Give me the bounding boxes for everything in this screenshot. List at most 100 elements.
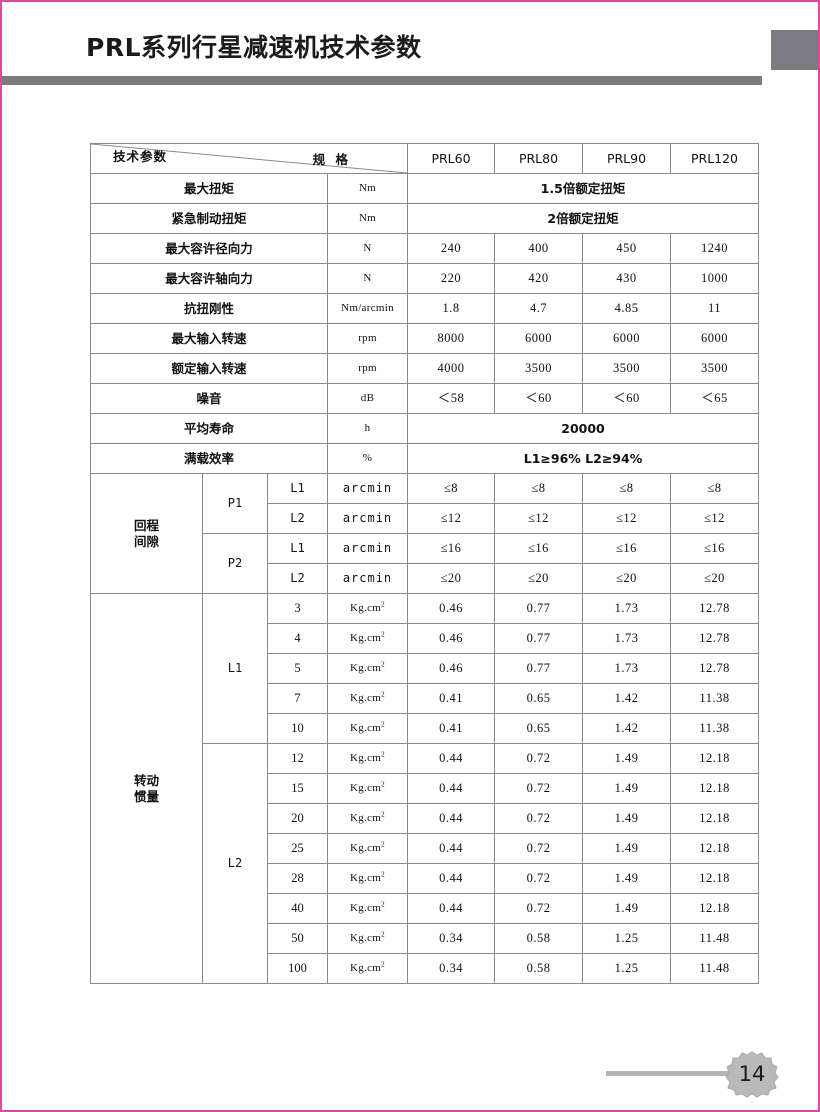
row-value-3: 4.85 bbox=[582, 293, 671, 324]
inertia-value-3: 1.49 bbox=[582, 863, 671, 894]
inertia-value-3: 1.73 bbox=[582, 623, 671, 654]
inertia-value-1: 0.44 bbox=[407, 833, 495, 864]
row-value-2: ＜60 bbox=[494, 383, 583, 414]
backlash-value-3: ≤16 bbox=[582, 533, 671, 564]
inertia-value-1: 0.34 bbox=[407, 923, 495, 954]
row-unit: Nm bbox=[327, 173, 408, 204]
table-row: L2 arcmin ≤20 ≤20 ≤20 ≤20 bbox=[91, 563, 759, 594]
page-header: PRL系列行星减速机技术参数 bbox=[2, 2, 818, 102]
inertia-value-2: 0.77 bbox=[494, 593, 583, 624]
table-row: 50 Kg.cm2 0.34 0.58 1.25 11.48 bbox=[91, 923, 759, 954]
row-value-3: 6000 bbox=[582, 323, 671, 354]
inertia-value-4: 12.18 bbox=[670, 893, 759, 924]
row-unit: N bbox=[327, 263, 408, 294]
inertia-unit: Kg.cm2 bbox=[327, 623, 408, 654]
model-header-4: PRL120 bbox=[670, 143, 759, 174]
inertia-value-2: 0.72 bbox=[494, 743, 583, 774]
inertia-section-label: 转动 惯量 bbox=[90, 593, 203, 984]
table-row: 40 Kg.cm2 0.44 0.72 1.49 12.18 bbox=[91, 893, 759, 924]
inertia-value-2: 0.77 bbox=[494, 623, 583, 654]
inertia-value-2: 0.65 bbox=[494, 713, 583, 744]
row-value-1: ＜58 bbox=[407, 383, 495, 414]
inertia-unit: Kg.cm2 bbox=[327, 773, 408, 804]
inertia-value-2: 0.65 bbox=[494, 683, 583, 714]
inertia-unit: Kg.cm2 bbox=[327, 923, 408, 954]
inertia-value-2: 0.72 bbox=[494, 893, 583, 924]
backlash-unit: arcmin bbox=[327, 503, 408, 534]
row-value-3: 450 bbox=[582, 233, 671, 264]
backlash-value-3: ≤12 bbox=[582, 503, 671, 534]
table-row: 4 Kg.cm2 0.46 0.77 1.73 12.78 bbox=[91, 623, 759, 654]
row-label: 额定输入转速 bbox=[90, 353, 328, 384]
table-row: 最大容许轴向力 N 220 420 430 1000 bbox=[90, 263, 759, 294]
table-row: 最大输入转速 rpm 8000 6000 6000 6000 bbox=[90, 323, 759, 354]
row-value-2: 400 bbox=[494, 233, 583, 264]
model-header-1: PRL60 bbox=[407, 143, 495, 174]
row-value-4: 11 bbox=[670, 293, 759, 324]
backlash-stage-label: L1 bbox=[267, 533, 328, 564]
inertia-value-4: 12.18 bbox=[670, 833, 759, 864]
row-unit: % bbox=[327, 443, 408, 474]
backlash-unit: arcmin bbox=[327, 473, 408, 504]
inertia-unit: Kg.cm2 bbox=[327, 833, 408, 864]
row-value-4: 3500 bbox=[670, 353, 759, 384]
inertia-unit: Kg.cm2 bbox=[327, 863, 408, 894]
backlash-unit: arcmin bbox=[327, 533, 408, 564]
backlash-value-2: ≤8 bbox=[494, 473, 583, 504]
inertia-value-4: 12.18 bbox=[670, 803, 759, 834]
row-unit: N bbox=[327, 233, 408, 264]
backlash-value-1: ≤12 bbox=[407, 503, 495, 534]
inertia-value-4: 12.78 bbox=[670, 653, 759, 684]
table-row: 额定输入转速 rpm 4000 3500 3500 3500 bbox=[90, 353, 759, 384]
inertia-value-2: 0.58 bbox=[494, 953, 583, 984]
inertia-value-4: 12.18 bbox=[670, 863, 759, 894]
row-unit: Nm bbox=[327, 203, 408, 234]
inertia-value-2: 0.58 bbox=[494, 923, 583, 954]
table-corner-header: 规 格 技术参数 bbox=[90, 143, 408, 174]
table-row: 回程 间隙 P1 L1 arcmin ≤8 ≤8 ≤8 ≤8 bbox=[90, 473, 759, 594]
table-row: 平均寿命 h 20000 bbox=[90, 413, 759, 444]
row-span-value: L1≥96% L2≥94% bbox=[407, 443, 759, 474]
inertia-ratio: 25 bbox=[267, 833, 328, 864]
table-row: L2 12 Kg.cm2 0.44 0.72 1.49 12.18 bbox=[91, 743, 759, 984]
row-unit: rpm bbox=[327, 323, 408, 354]
inertia-ratio: 28 bbox=[267, 863, 328, 894]
inertia-value-1: 0.46 bbox=[407, 623, 495, 654]
table-body: 规 格技术参数 PRL60 PRL80 PRL90 PRL120 最大扭矩 Nm 1.5倍额定… bbox=[90, 143, 759, 984]
inertia-value-2: 0.72 bbox=[494, 863, 583, 894]
table-row: 28 Kg.cm2 0.44 0.72 1.49 12.18 bbox=[91, 863, 759, 894]
inertia-value-3: 1.42 bbox=[582, 683, 671, 714]
inertia-value-3: 1.49 bbox=[582, 893, 671, 924]
inertia-ratio: 4 bbox=[267, 623, 328, 654]
param-axis-label: 技术参数 bbox=[113, 149, 168, 165]
row-value-3: ＜60 bbox=[582, 383, 671, 414]
inertia-value-2: 0.72 bbox=[494, 833, 583, 864]
specification-table: 规 格技术参数 PRL60 PRL80 PRL90 PRL120 最大扭矩 Nm 1.5倍额定… bbox=[90, 143, 759, 984]
backlash-value-4: ≤16 bbox=[670, 533, 759, 564]
row-label: 平均寿命 bbox=[90, 413, 328, 444]
row-value-2: 420 bbox=[494, 263, 583, 294]
inertia-unit: Kg.cm2 bbox=[327, 803, 408, 834]
inertia-ratio: 3 bbox=[267, 593, 328, 624]
row-value-2: 3500 bbox=[494, 353, 583, 384]
row-unit: rpm bbox=[327, 353, 408, 384]
inertia-value-2: 0.77 bbox=[494, 653, 583, 684]
row-value-4: ＜65 bbox=[670, 383, 759, 414]
backlash-value-2: ≤12 bbox=[494, 503, 583, 534]
model-header-2: PRL80 bbox=[494, 143, 583, 174]
header-rule bbox=[2, 76, 762, 85]
row-value-1: 1.8 bbox=[407, 293, 495, 324]
row-label: 抗扭刚性 bbox=[90, 293, 328, 324]
inertia-ratio: 50 bbox=[267, 923, 328, 954]
row-value-1: 8000 bbox=[407, 323, 495, 354]
backlash-stage-label: L1 bbox=[267, 473, 328, 504]
inertia-ratio: 20 bbox=[267, 803, 328, 834]
inertia-ratio: 15 bbox=[267, 773, 328, 804]
row-value-1: 240 bbox=[407, 233, 495, 264]
inertia-unit: Kg.cm2 bbox=[327, 743, 408, 774]
header-corner-block bbox=[771, 30, 818, 70]
inertia-value-1: 0.44 bbox=[407, 773, 495, 804]
row-label: 满载效率 bbox=[90, 443, 328, 474]
row-span-value: 1.5倍额定扭矩 bbox=[407, 173, 759, 204]
row-unit: dB bbox=[327, 383, 408, 414]
